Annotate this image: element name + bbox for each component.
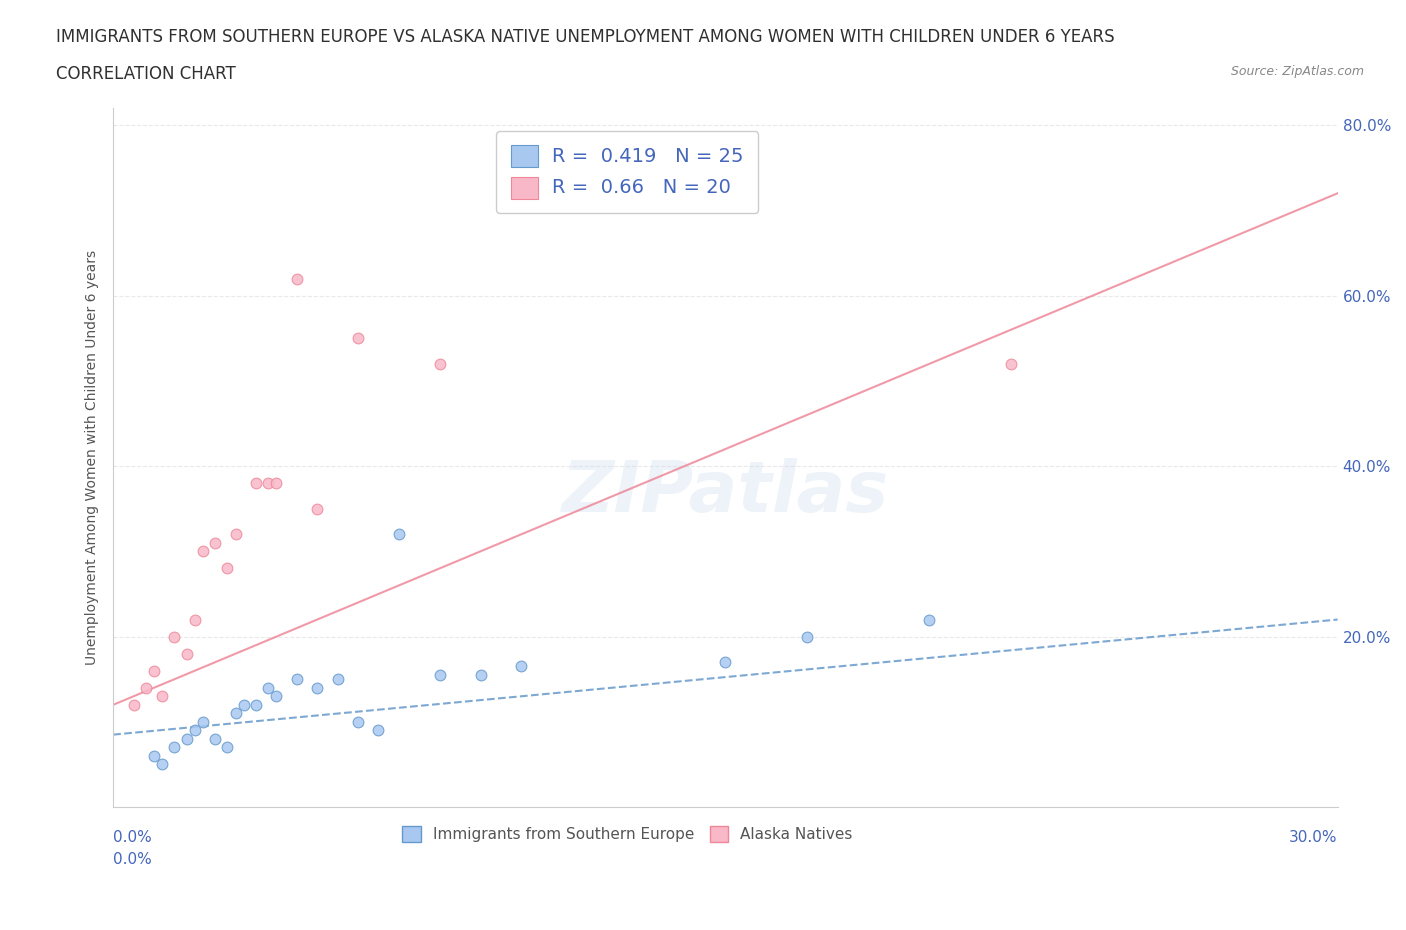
- Point: [163, 740, 186, 755]
- Point: [150, 689, 173, 704]
- Point: [232, 698, 254, 712]
- Text: 0.0%: 0.0%: [114, 830, 152, 844]
- Point: [285, 271, 308, 286]
- Text: Source: ZipAtlas.com: Source: ZipAtlas.com: [1230, 65, 1364, 78]
- Text: 0.0%: 0.0%: [114, 852, 152, 868]
- Point: [150, 757, 173, 772]
- Point: [1000, 356, 1022, 371]
- Point: [326, 671, 349, 686]
- Text: CORRELATION CHART: CORRELATION CHART: [56, 65, 236, 83]
- Point: [204, 732, 226, 747]
- Point: [217, 740, 239, 755]
- Point: [184, 723, 207, 737]
- Point: [143, 663, 166, 678]
- Point: [285, 671, 308, 686]
- Point: [122, 698, 145, 712]
- Point: [429, 668, 451, 683]
- Point: [470, 668, 492, 683]
- Point: [217, 561, 239, 576]
- Point: [245, 698, 267, 712]
- Point: [796, 630, 818, 644]
- Point: [266, 689, 288, 704]
- Point: [347, 714, 370, 729]
- Point: [191, 544, 214, 559]
- Point: [245, 475, 267, 490]
- Point: [307, 501, 329, 516]
- Point: [176, 646, 198, 661]
- Text: IMMIGRANTS FROM SOUTHERN EUROPE VS ALASKA NATIVE UNEMPLOYMENT AMONG WOMEN WITH C: IMMIGRANTS FROM SOUTHERN EUROPE VS ALASK…: [56, 28, 1115, 46]
- Text: ZIPatlas: ZIPatlas: [562, 458, 889, 527]
- Y-axis label: Unemployment Among Women with Children Under 6 years: Unemployment Among Women with Children U…: [86, 250, 100, 665]
- Point: [257, 475, 280, 490]
- Point: [204, 536, 226, 551]
- Point: [176, 732, 198, 747]
- Point: [257, 681, 280, 696]
- Point: [266, 475, 288, 490]
- Point: [510, 186, 533, 201]
- Point: [429, 356, 451, 371]
- Point: [135, 681, 157, 696]
- Point: [143, 749, 166, 764]
- Point: [184, 612, 207, 627]
- Point: [163, 630, 186, 644]
- Point: [347, 331, 370, 346]
- Legend: Immigrants from Southern Europe, Alaska Natives: Immigrants from Southern Europe, Alaska …: [396, 820, 859, 848]
- Point: [191, 714, 214, 729]
- Point: [307, 681, 329, 696]
- Point: [510, 659, 533, 674]
- Point: [714, 655, 737, 670]
- Point: [367, 723, 389, 737]
- Point: [225, 706, 247, 721]
- Text: 30.0%: 30.0%: [1289, 830, 1337, 844]
- Point: [918, 612, 941, 627]
- Point: [388, 526, 411, 541]
- Point: [225, 526, 247, 541]
